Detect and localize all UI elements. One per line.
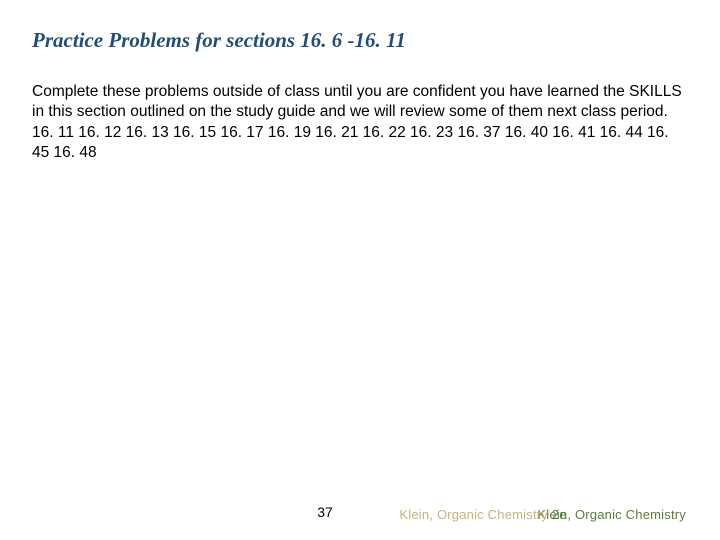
page-number-value: 37 xyxy=(317,504,333,520)
footer-edition: 2e xyxy=(548,507,567,522)
footer-credit: Klein, Organic Chemistry Klein, Organic … xyxy=(537,507,686,522)
slide-page: Practice Problems for sections 16. 6 -16… xyxy=(0,0,720,540)
body-paragraph: Complete these problems outside of class… xyxy=(32,82,688,164)
footer-credit-front: Klein, Organic Chemistry 2e xyxy=(399,507,566,522)
slide-title: Practice Problems for sections 16. 6 -16… xyxy=(32,28,406,53)
